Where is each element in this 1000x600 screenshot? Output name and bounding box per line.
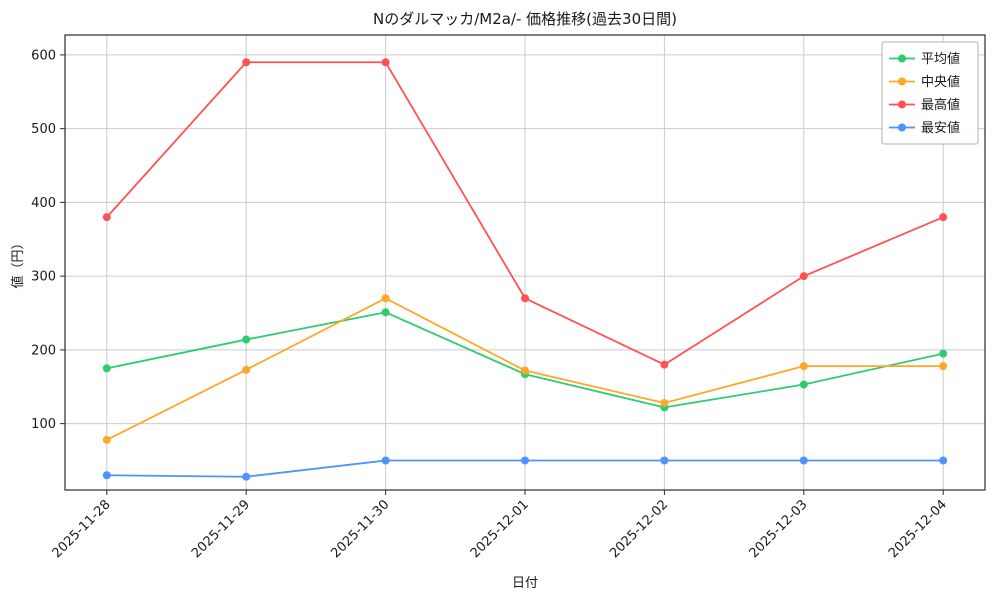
data-point-marker xyxy=(521,456,529,465)
data-point-marker xyxy=(660,456,669,465)
data-point-marker xyxy=(939,349,948,358)
chart-title: Nのダルマッカ/M2a/- 価格推移(過去30日間) xyxy=(373,10,677,28)
y-tick-label: 300 xyxy=(31,270,56,285)
data-point-marker xyxy=(242,365,251,374)
y-tick-label: 600 xyxy=(31,48,56,63)
x-tick-label: 2025-12-04 xyxy=(886,497,950,561)
data-point-marker xyxy=(660,360,669,369)
legend-marker xyxy=(898,123,906,132)
series-lines xyxy=(102,58,948,481)
data-point-marker xyxy=(242,472,251,481)
grid-lines xyxy=(65,35,985,490)
x-axis-label: 日付 xyxy=(512,576,538,591)
x-tick-label: 2025-12-01 xyxy=(468,497,532,561)
data-point-marker xyxy=(381,294,390,303)
data-point-marker xyxy=(799,456,808,465)
data-point-marker xyxy=(660,398,669,407)
data-point-marker xyxy=(102,471,111,480)
x-tick-label: 2025-11-28 xyxy=(50,497,114,561)
legend-label: 最高値 xyxy=(921,97,960,113)
data-point-marker xyxy=(939,213,948,222)
y-tick-label: 200 xyxy=(31,343,56,358)
data-point-marker xyxy=(102,213,111,222)
legend-label: 最安値 xyxy=(921,120,960,136)
axis-ticks: 100 200 300 400 500 600 2025-11-28 2025-11-29 20… xyxy=(31,48,950,561)
data-point-marker xyxy=(102,364,111,373)
data-point-marker xyxy=(381,308,390,317)
legend-marker xyxy=(898,77,906,86)
data-point-marker xyxy=(381,456,390,465)
data-point-marker xyxy=(799,362,808,371)
data-point-marker xyxy=(381,58,390,67)
y-tick-label: 400 xyxy=(31,196,56,211)
data-point-marker xyxy=(242,58,251,67)
data-point-marker xyxy=(939,456,948,465)
legend-marker xyxy=(898,54,906,63)
y-tick-label: 500 xyxy=(31,122,56,137)
x-tick-label: 2025-12-03 xyxy=(747,497,811,561)
data-point-marker xyxy=(102,435,111,444)
data-point-marker xyxy=(521,294,529,303)
x-tick-label: 2025-11-30 xyxy=(328,497,392,561)
y-tick-label: 100 xyxy=(31,417,56,432)
data-point-marker xyxy=(939,362,948,371)
data-point-marker xyxy=(799,272,808,281)
data-point-marker xyxy=(521,366,529,375)
data-point-marker xyxy=(242,335,251,344)
y-axis-label: 値（円） xyxy=(10,236,26,288)
x-tick-label: 2025-11-29 xyxy=(189,497,253,561)
x-tick-label: 2025-12-02 xyxy=(607,497,671,561)
data-point-marker xyxy=(799,380,808,389)
legend-box xyxy=(881,41,979,145)
legend-label: 平均値 xyxy=(921,51,960,67)
legend-marker xyxy=(898,100,906,109)
legend-label: 中央値 xyxy=(921,74,960,90)
